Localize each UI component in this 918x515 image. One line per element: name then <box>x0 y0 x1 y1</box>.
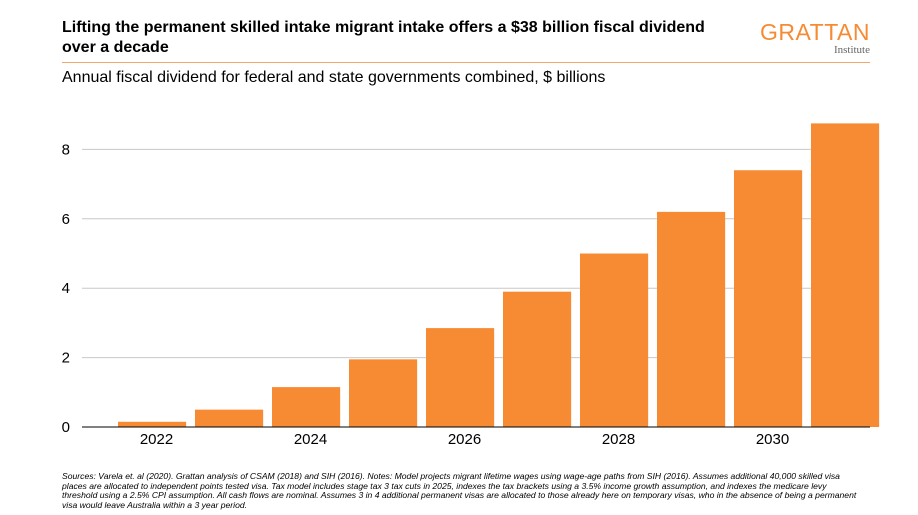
axes: 0 2 4 6 8 2022 2024 2026 2028 2030 <box>62 141 870 448</box>
x-tick-label: 2024 <box>294 431 327 448</box>
x-tick-label: 2028 <box>602 431 635 448</box>
y-tick-label: 8 <box>62 141 70 158</box>
source-notes: Sources: Varela et. al (2020). Grattan a… <box>62 471 857 510</box>
x-tick-label: 2030 <box>756 431 789 448</box>
bar-2024 <box>272 387 341 427</box>
bar-2030 <box>734 170 803 427</box>
bar-2026 <box>426 328 495 427</box>
y-tick-label: 2 <box>62 350 70 367</box>
title-divider <box>62 62 870 63</box>
bar-chart: 0 2 4 6 8 2022 2024 2026 2028 2030 <box>62 123 880 448</box>
grattan-logo: GRATTAN Institute <box>760 20 870 56</box>
y-tick-label: 0 <box>62 419 70 436</box>
chart-title: Lifting the permanent skilled intake mig… <box>62 19 705 56</box>
logo-wordmark: GRATTAN <box>760 19 870 45</box>
x-tick-label: 2026 <box>448 431 481 448</box>
bar-2031 <box>811 123 880 427</box>
bars <box>118 123 880 427</box>
bar-2025 <box>349 359 418 427</box>
bar-2022 <box>118 421 187 427</box>
x-tick-label: 2022 <box>140 431 173 448</box>
chart-subtitle: Annual fiscal dividend for federal and s… <box>62 69 606 86</box>
bar-2027 <box>503 291 572 427</box>
logo-subtext: Institute <box>833 44 870 56</box>
bar-2028 <box>580 253 649 427</box>
y-tick-label: 6 <box>62 211 70 228</box>
y-tick-label: 4 <box>62 280 70 297</box>
bar-2023 <box>195 409 264 427</box>
bar-2029 <box>657 211 726 427</box>
